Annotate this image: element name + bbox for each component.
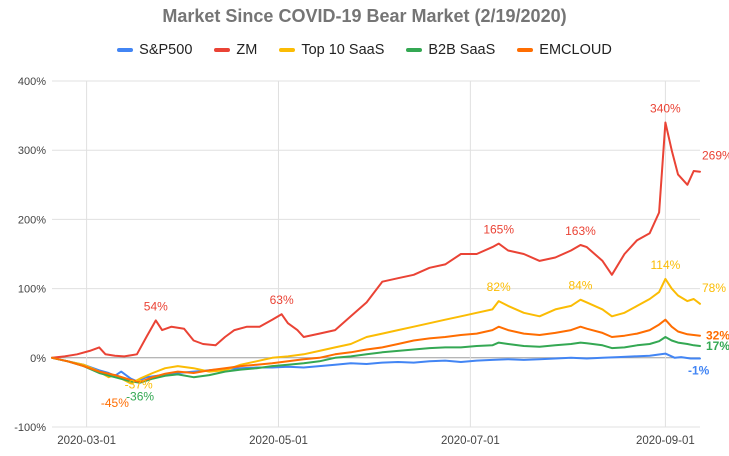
y-tick-label-4: 300%	[18, 145, 46, 157]
data-label-3: 163%	[565, 224, 596, 238]
legend-item-zm[interactable]: ZM	[214, 42, 257, 58]
data-label-13: -45%	[101, 396, 129, 410]
legend-item-b2b-saas[interactable]: B2B SaaS	[406, 42, 495, 58]
data-label-9: 114%	[650, 258, 680, 272]
data-label-2: 165%	[483, 223, 514, 237]
legend-swatch-b2b-saas	[406, 48, 423, 52]
x-tick-label-2: 2020-07-01	[441, 435, 500, 447]
series-line-zm	[51, 121, 701, 359]
x-tick-label-3: 2020-09-01	[636, 435, 695, 447]
legend-item-sp500[interactable]: S&P500	[117, 42, 192, 58]
data-label-15: -1%	[688, 363, 710, 377]
x-tick-label-1: 2020-05-01	[249, 435, 308, 447]
data-label-0: 54%	[144, 299, 168, 313]
data-label-1: 63%	[270, 293, 294, 307]
data-label-7: 82%	[487, 280, 511, 294]
data-label-11: -36%	[126, 390, 154, 404]
legend-label-sp500: S&P500	[139, 42, 193, 58]
data-label-4: 340%	[650, 102, 681, 116]
data-label-5: 269%	[702, 149, 729, 163]
series-line-b2b-saas	[51, 336, 701, 384]
legend-label-b2b-saas: B2B SaaS	[428, 42, 496, 58]
y-tick-label-5: 400%	[18, 76, 46, 88]
chart-legend: S&P500 ZM Top 10 SaaS B2B SaaS EMCLOUD	[0, 42, 729, 58]
legend-item-emcloud[interactable]: EMCLOUD	[517, 42, 612, 58]
legend-swatch-sp500	[117, 48, 134, 52]
data-label-6: -37%	[125, 377, 153, 391]
y-tick-label-2: 100%	[18, 284, 46, 296]
data-label-12: 17%	[706, 339, 729, 353]
data-label-8: 84%	[568, 279, 592, 293]
legend-label-zm: ZM	[236, 42, 258, 58]
data-label-14: 32%	[706, 329, 729, 343]
legend-swatch-top10-saas	[279, 48, 296, 52]
series-line-top-10-saas	[51, 277, 701, 385]
legend-swatch-zm	[214, 48, 231, 52]
y-tick-label-0: -100%	[14, 422, 46, 434]
legend-swatch-emcloud	[517, 48, 534, 52]
legend-item-top10-saas[interactable]: Top 10 SaaS	[279, 42, 384, 58]
legend-label-top10-saas: Top 10 SaaS	[301, 42, 385, 58]
y-tick-label-3: 200%	[18, 214, 46, 226]
data-label-10: 78%	[702, 281, 726, 295]
legend-label-emcloud: EMCLOUD	[539, 42, 612, 58]
series-line-emcloud	[51, 318, 701, 383]
chart-title: Market Since COVID-19 Bear Market (2/19/…	[162, 6, 567, 26]
y-tick-label-1: 0%	[30, 353, 46, 365]
x-tick-label-0: 2020-03-01	[57, 435, 116, 447]
